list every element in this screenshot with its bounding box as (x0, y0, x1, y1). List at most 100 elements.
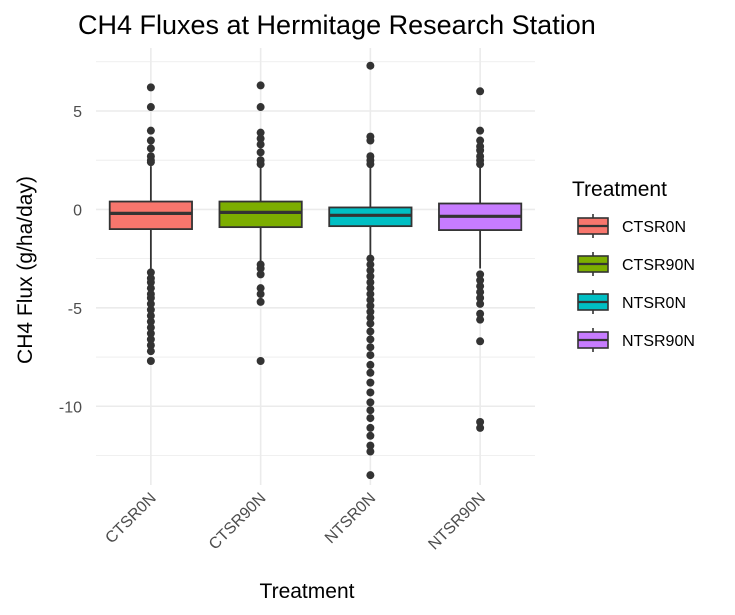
outlier-point (366, 260, 375, 269)
x-axis-ticks: CTSR0N CTSR90N NTSR0N NTSR90N (102, 490, 489, 554)
outlier-point (366, 295, 375, 304)
y-axis-ticks: 5 0 -5 -10 (59, 104, 82, 416)
outlier-point (256, 103, 265, 112)
outlier-point (146, 136, 155, 145)
outlier-point (366, 388, 375, 397)
box-group (328, 61, 413, 480)
outlier-point (256, 270, 265, 279)
legend-label: CTSR90N (622, 257, 695, 274)
outlier-point (476, 160, 485, 169)
outlier-point (256, 148, 265, 157)
outlier-point (146, 158, 155, 167)
outlier-point (146, 293, 155, 302)
outlier-point (366, 351, 375, 360)
outlier-point (146, 347, 155, 356)
outlier-point (146, 323, 155, 332)
legend-item[interactable]: NTSR0N (577, 290, 686, 314)
legend[interactable]: Treatment CTSR0N CTSR90N NTSR0N NTSR90N (572, 178, 695, 352)
box-body (108, 200, 193, 230)
outlier-point (476, 87, 485, 96)
outlier-point (256, 128, 265, 137)
y-tick-label: -5 (68, 301, 82, 318)
outlier-point (476, 423, 485, 432)
outlier-point (256, 297, 265, 306)
outlier-point (476, 293, 485, 302)
box-group (218, 81, 303, 365)
x-tick-label: NTSR90N (425, 490, 489, 554)
outlier-point (366, 343, 375, 352)
outlier-point (366, 272, 375, 281)
legend-label: NTSR90N (622, 333, 695, 350)
outlier-point (146, 126, 155, 135)
legend-item[interactable]: NTSR90N (577, 328, 695, 352)
outlier-point (366, 290, 375, 299)
outlier-point (146, 311, 155, 320)
y-axis-title: CH4 Flux (g/ha/day) (14, 176, 37, 364)
outlier-point (256, 81, 265, 90)
boxplot-series (108, 61, 523, 480)
outlier-point (366, 368, 375, 377)
outlier-point (476, 337, 485, 346)
outlier-point (366, 307, 375, 316)
outlier-point (146, 284, 155, 293)
outlier-point (366, 254, 375, 263)
outlier-point (256, 160, 265, 169)
x-tick-label: NTSR0N (322, 490, 379, 547)
outlier-point (366, 335, 375, 344)
outlier-point (476, 315, 485, 324)
y-tick-label: -10 (59, 399, 82, 416)
outlier-point (146, 299, 155, 308)
outlier-point (476, 126, 485, 135)
outlier-point (476, 418, 485, 427)
outlier-point (366, 160, 375, 169)
outlier-point (366, 431, 375, 440)
box-body (218, 200, 303, 229)
outlier-point (366, 319, 375, 328)
outlier-point (366, 327, 375, 336)
outlier-point (146, 278, 155, 287)
outlier-point (366, 266, 375, 275)
outlier-point (146, 317, 155, 326)
legend-item[interactable]: CTSR90N (577, 252, 695, 276)
x-tick-label: CTSR0N (102, 490, 159, 547)
outlier-point (146, 83, 155, 92)
outlier-point (256, 134, 265, 143)
outlier-point (146, 335, 155, 344)
outlier-point (146, 341, 155, 350)
outlier-point (476, 146, 485, 155)
outlier-point (146, 356, 155, 365)
box-group (108, 83, 193, 365)
outlier-point (256, 140, 265, 149)
outlier-point (366, 301, 375, 310)
outlier-point (476, 309, 485, 318)
outlier-point (366, 447, 375, 456)
outlier-point (146, 305, 155, 314)
outlier-point (476, 282, 485, 291)
legend-label: NTSR0N (622, 295, 686, 312)
outlier-point (146, 103, 155, 112)
outlier-point (366, 423, 375, 432)
outlier-point (366, 284, 375, 293)
outlier-point (366, 313, 375, 322)
outlier-point (146, 329, 155, 338)
x-axis-title: Treatment (260, 580, 355, 603)
outlier-point (476, 299, 485, 308)
outlier-point (366, 441, 375, 450)
outlier-point (146, 268, 155, 277)
y-tick-label: 0 (73, 202, 82, 219)
legend-title: Treatment (572, 178, 667, 201)
y-tick-label: 5 (73, 104, 82, 121)
outlier-point (476, 288, 485, 297)
outlier-point (366, 378, 375, 387)
outlier-point (366, 414, 375, 423)
outlier-point (366, 406, 375, 415)
outlier-point (366, 61, 375, 70)
outlier-point (366, 360, 375, 369)
chart-title: CH4 Fluxes at Hermitage Research Station (78, 10, 596, 40)
legend-item[interactable]: CTSR0N (577, 214, 686, 238)
outlier-point (256, 264, 265, 273)
outlier-point (256, 290, 265, 299)
outlier-point (146, 144, 155, 153)
outlier-point (476, 276, 485, 285)
